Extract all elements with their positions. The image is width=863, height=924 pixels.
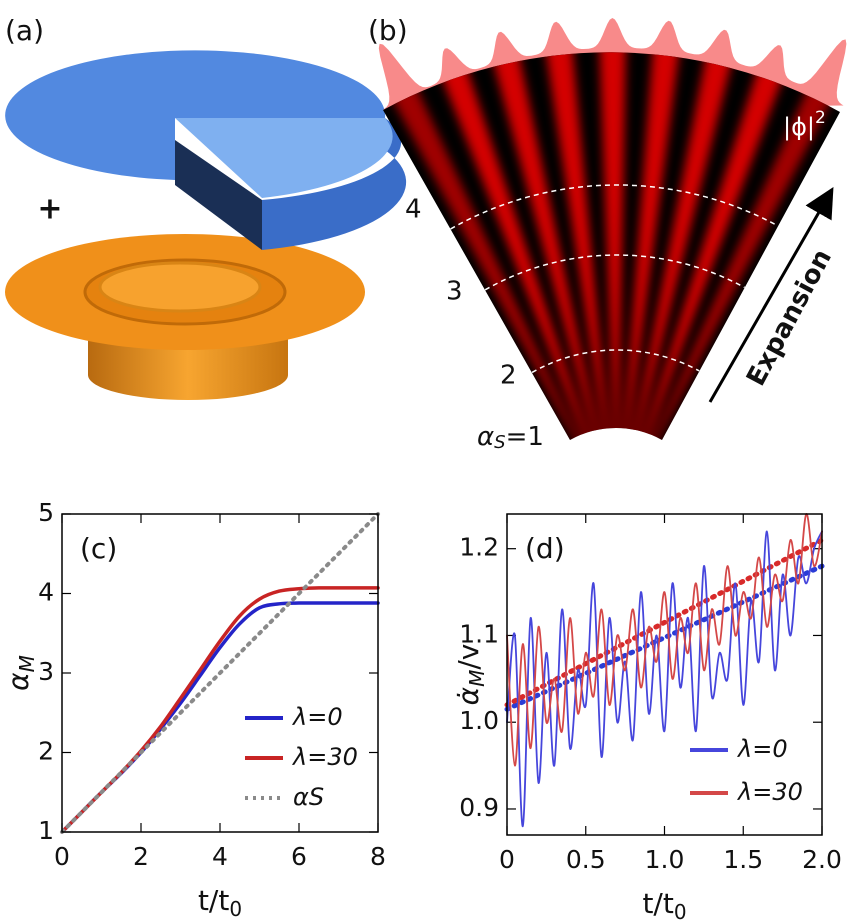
y-tick-label: 5 <box>38 498 54 527</box>
ray <box>617 52 696 441</box>
y-label-main: α̇ <box>452 686 485 705</box>
series-line <box>506 513 823 767</box>
x-tick-label: 0 <box>54 842 70 871</box>
x-axis-label: t/t0 <box>198 884 242 921</box>
x-tick-label: 0.5 <box>566 845 606 874</box>
y-tick-label: 1 <box>38 816 54 845</box>
ray <box>527 52 617 441</box>
ray <box>617 52 763 441</box>
ray <box>617 52 840 441</box>
x-tick-label: 6 <box>291 842 307 871</box>
x-label-main: t/t <box>198 884 229 917</box>
y-tick-label: 4 <box>38 578 54 607</box>
x-tick-label: 2 <box>133 842 149 871</box>
panel-label: (d) <box>525 532 565 565</box>
x-label-sub: 0 <box>229 897 242 921</box>
level-arc <box>450 184 779 230</box>
ray <box>383 52 617 441</box>
plot-frame <box>506 513 823 836</box>
x-axis-label: t/t0 <box>642 887 686 924</box>
density-power: 2 <box>815 108 826 128</box>
x-label-main: t/t <box>642 887 673 920</box>
y-label-main: α <box>2 672 35 691</box>
legend-label: λ=30 <box>291 743 358 771</box>
ray <box>397 52 617 441</box>
x-label-sub: 0 <box>674 900 687 924</box>
level-label: 2 <box>500 361 517 391</box>
alpha: α <box>477 422 494 452</box>
inner-disc <box>98 261 262 313</box>
density-label: |ϕ|2 <box>783 108 826 141</box>
pie-top <box>5 50 386 180</box>
alpha-value: =1 <box>506 422 544 452</box>
level-arcs <box>450 184 779 374</box>
ray <box>617 52 827 441</box>
level-arc <box>484 254 745 291</box>
x-tick-label: 1.0 <box>645 845 685 874</box>
x-tick-label: 1.5 <box>723 845 763 874</box>
y-label-sub: M <box>15 655 39 672</box>
legend-label: αS <box>293 783 324 811</box>
series-line <box>504 563 825 712</box>
plot-frame <box>61 513 379 833</box>
series-line <box>60 512 380 834</box>
x-tick-label: 4 <box>212 842 228 871</box>
legend-label: λ=0 <box>291 703 343 731</box>
density-rays <box>383 52 840 441</box>
density-text: |ϕ| <box>783 113 815 141</box>
ray <box>594 52 629 441</box>
legend-label: λ=0 <box>736 735 788 763</box>
panel-b: |ϕ|2 4 3 2 αS=1 Expansion (b) <box>368 14 847 454</box>
y-tick-label: 1.2 <box>459 533 499 562</box>
pie-cut-dark <box>175 140 262 250</box>
y-axis-label: αM <box>2 655 39 691</box>
level-label: 3 <box>446 277 463 307</box>
panel-label: (b) <box>368 14 408 47</box>
y-tick-label: 1.1 <box>459 619 499 648</box>
y-tick-label: 2 <box>38 737 54 766</box>
legend-label: λ=30 <box>736 778 803 806</box>
panel-label: (c) <box>80 532 117 565</box>
panel-a: (a) + <box>5 14 407 400</box>
panel-label: (a) <box>5 14 44 47</box>
x-tick-label: 0 <box>499 845 515 874</box>
y-tick-label: 1.0 <box>459 706 499 735</box>
x-tick-label: 8 <box>370 842 386 871</box>
ray <box>461 52 617 441</box>
pie-cut-light <box>175 118 393 198</box>
expansion-arrow <box>708 186 834 403</box>
chart-panel: 0 0.5 1.0 1.5 2.00.91.01.11.2λ=0λ=30(d)t/t0α… <box>452 513 842 924</box>
plus-sign: + <box>37 192 62 227</box>
y-axis-label: α̇M/v <box>452 644 489 706</box>
series-line <box>506 530 823 828</box>
level-arc <box>531 349 700 374</box>
y-label-sub: M <box>465 670 489 687</box>
alpha-label: αS=1 <box>477 422 544 454</box>
x-tick-label: 2.0 <box>802 845 842 874</box>
alpha-sub: S <box>494 432 505 453</box>
y-label-tail: /v <box>452 644 485 670</box>
y-tick-label: 0.9 <box>459 793 499 822</box>
pie-side <box>262 118 407 250</box>
y-tick-label: 3 <box>38 657 54 686</box>
level-label: 4 <box>405 195 422 225</box>
